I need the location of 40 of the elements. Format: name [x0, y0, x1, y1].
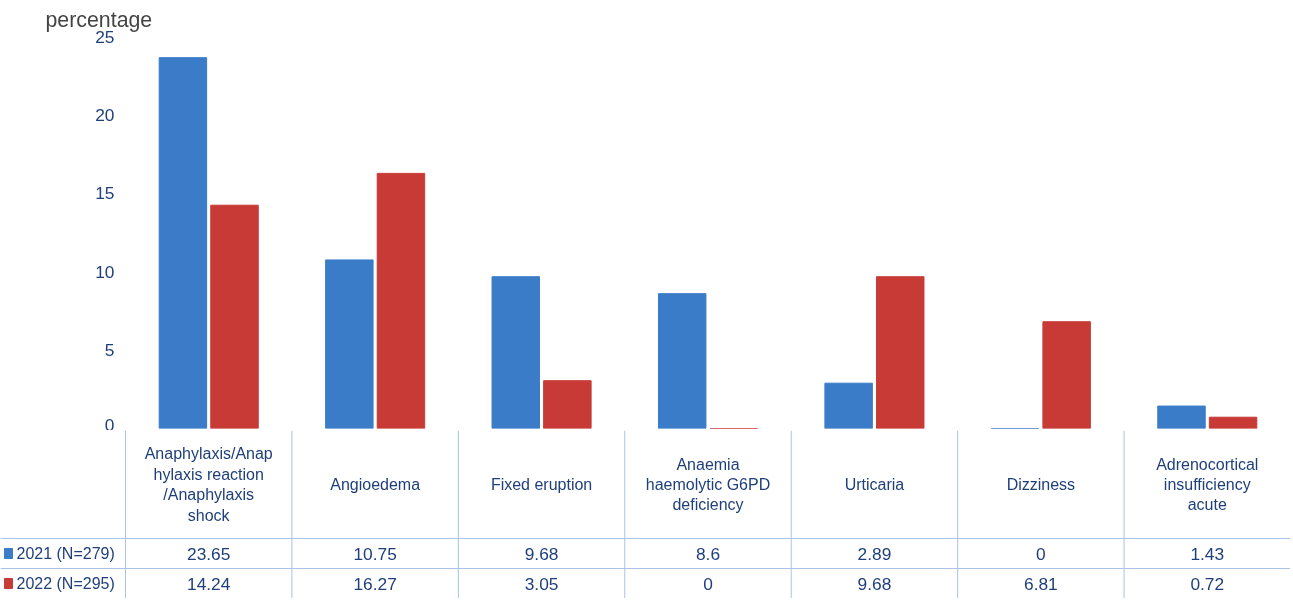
data-label: 1.43 — [1190, 543, 1225, 564]
data-label: 9.68 — [857, 573, 892, 594]
bar — [158, 57, 208, 429]
y-tick-label: 15 — [95, 183, 115, 204]
data-label: 14.24 — [187, 573, 231, 594]
data-label: 0 — [703, 573, 713, 594]
legend-label: 2022 (N=295) — [16, 575, 115, 592]
bar — [376, 172, 426, 429]
bar — [1157, 405, 1206, 429]
y-tick-label: 0 — [104, 414, 115, 435]
x-tick-label: Anaphylaxis/Anaphylaxis reaction/Anaphylaxis shock — [144, 445, 273, 524]
y-tick-label: 20 — [95, 104, 115, 125]
bar — [543, 380, 592, 429]
data-label: 9.68 — [524, 543, 559, 564]
data-label: 6.81 — [1023, 573, 1058, 594]
x-tick-label: Fixed eruption — [490, 476, 593, 493]
x-tick-label: Anaemia haemolytic G6PD deficiency — [645, 455, 771, 514]
x-tick-label: Adrenocortical insufficiency acute — [1156, 455, 1259, 514]
bar — [657, 293, 707, 429]
data-label: 3.05 — [524, 573, 559, 594]
bar — [875, 276, 925, 429]
legend-label: 2021 (N=279) — [16, 545, 115, 562]
data-label: 8.6 — [695, 543, 721, 564]
data-label: 16.27 — [353, 573, 397, 594]
bar — [1042, 321, 1091, 429]
data-label: 10.75 — [353, 543, 397, 564]
bar — [491, 276, 541, 429]
data-label: 0 — [1036, 543, 1046, 564]
x-tick-label: Angioedema — [330, 476, 421, 493]
y-tick-label: 5 — [104, 340, 115, 361]
bar — [824, 382, 873, 429]
x-tick-label: Urticaria — [844, 476, 905, 493]
bar — [1208, 416, 1258, 429]
data-label: 23.65 — [187, 543, 231, 564]
y-tick-label: 10 — [95, 261, 115, 282]
bar — [325, 259, 374, 429]
x-tick-label: Dizziness — [1006, 476, 1076, 493]
bar — [210, 204, 259, 429]
data-label: 0.72 — [1190, 573, 1225, 594]
data-label: 2.89 — [857, 543, 892, 564]
